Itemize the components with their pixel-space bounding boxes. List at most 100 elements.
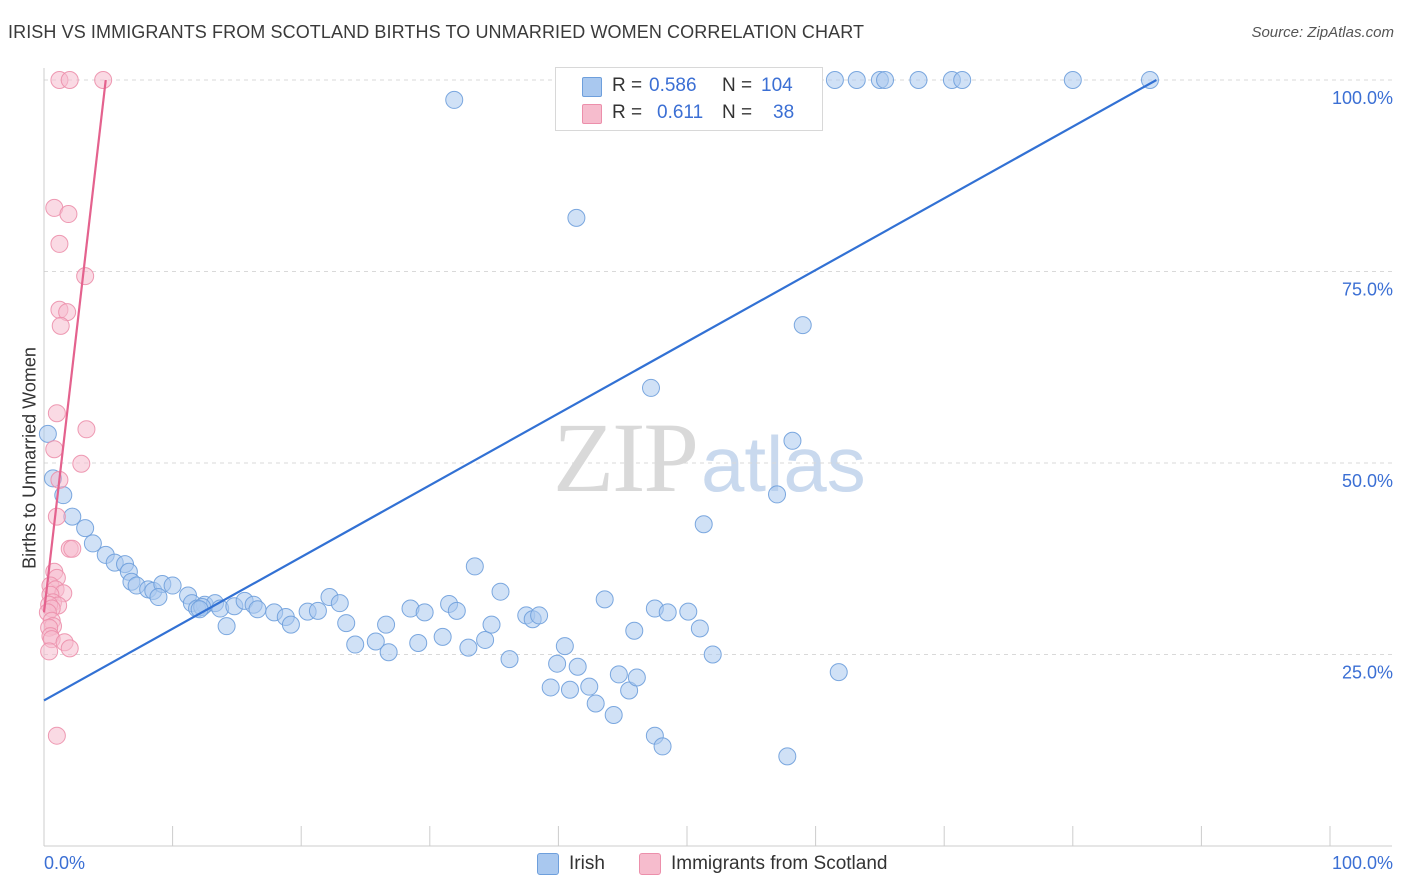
data-point-irish [409, 634, 428, 653]
data-point-irish [149, 588, 168, 607]
bottom-legend-swatch-irish [537, 853, 559, 875]
series-scotland [38, 71, 113, 745]
data-point-irish [703, 645, 722, 664]
data-point-irish [346, 635, 365, 654]
data-point-scotland [72, 454, 91, 473]
data-point-irish [658, 603, 677, 622]
legend-r-value: 0.586 [649, 75, 697, 96]
data-point-irish [248, 600, 267, 619]
data-point-irish [541, 678, 560, 697]
data-point-scotland [76, 267, 95, 286]
data-point-irish [679, 602, 698, 621]
data-point-irish [308, 601, 327, 620]
y-axis-label: Births to Unmarried Women [19, 347, 40, 569]
data-point-irish [609, 665, 628, 684]
trend-line-irish [43, 79, 1157, 702]
chart-title: IRISH VS IMMIGRANTS FROM SCOTLAND BIRTHS… [8, 22, 865, 42]
data-point-irish [586, 694, 605, 713]
data-point-irish [560, 680, 579, 699]
data-point-irish [530, 606, 549, 625]
zipatlas-watermark: ZIPatlas [553, 400, 866, 515]
watermark-zip: ZIP [553, 402, 699, 513]
data-point-irish [567, 208, 586, 227]
data-point-scotland [77, 420, 96, 439]
data-point-irish [491, 582, 510, 601]
data-point-irish [876, 71, 895, 89]
data-point-scotland [63, 539, 82, 558]
data-point-irish [847, 71, 866, 89]
data-point-scotland [47, 726, 66, 745]
data-point-irish [500, 650, 519, 669]
bottom-legend-swatch-scotland [639, 853, 661, 875]
data-point-irish [337, 614, 356, 633]
data-point-irish [38, 424, 57, 443]
data-point-irish [555, 637, 574, 656]
trend-line-scotland [42, 79, 107, 613]
data-point-irish [653, 737, 672, 756]
y-tick-label: 50.0% [1342, 471, 1393, 491]
x-tick-label-max: 100.0% [1332, 853, 1393, 873]
data-point-scotland [94, 71, 113, 89]
legend-n-label: N = [722, 75, 753, 96]
data-point-scotland [60, 71, 79, 89]
legend-r-value: 0.611 [657, 102, 704, 123]
legend-n-value: 38 [773, 102, 795, 123]
data-point-irish [83, 534, 102, 553]
legend-n-label: N = [722, 102, 753, 123]
data-point-irish [1140, 71, 1159, 89]
data-point-scotland [59, 205, 78, 224]
axes [43, 68, 1392, 847]
data-point-irish [641, 378, 660, 397]
data-point-irish [604, 706, 623, 725]
data-point-irish [825, 71, 844, 89]
data-point-irish [433, 627, 452, 646]
data-point-irish [76, 519, 95, 538]
data-point-irish [768, 485, 787, 504]
data-point-irish [568, 657, 587, 676]
data-point-irish [953, 71, 972, 89]
legend-r-label: R = [612, 75, 643, 96]
data-point-scotland [40, 642, 59, 661]
data-point-irish [447, 601, 466, 620]
data-point-scotland [51, 316, 70, 335]
data-point-irish [482, 615, 501, 634]
data-point-irish [694, 515, 713, 534]
source-credit: Source: ZipAtlas.com [1251, 24, 1394, 41]
data-point-irish [778, 747, 797, 766]
bottom-legend-label-irish: Irish [569, 853, 605, 874]
data-point-irish [281, 615, 300, 634]
data-point-irish [627, 668, 646, 687]
legend-swatch-irish [582, 77, 602, 97]
tick-labels: 25.0% 50.0% 75.0% 100.0% 0.0% 100.0% [44, 88, 1393, 873]
data-point-irish [217, 617, 236, 636]
data-point-irish [580, 677, 599, 696]
data-point-irish [783, 431, 802, 450]
data-point-irish [163, 576, 182, 595]
data-point-irish [465, 557, 484, 576]
data-point-irish [909, 71, 928, 89]
x-tick-label-min: 0.0% [44, 853, 85, 873]
data-point-irish [595, 590, 614, 609]
y-tick-label: 100.0% [1332, 88, 1393, 108]
data-point-irish [377, 615, 396, 634]
gridlines [44, 79, 1392, 655]
series-irish [38, 71, 1159, 766]
data-point-scotland [60, 639, 79, 658]
data-point-irish [330, 594, 349, 613]
data-point-irish [1063, 71, 1082, 89]
data-point-irish [829, 663, 848, 682]
legend-r-label: R = [612, 102, 643, 123]
trend-lines [42, 79, 1157, 702]
data-point-irish [548, 654, 567, 673]
y-tick-label: 25.0% [1342, 663, 1393, 683]
correlation-legend: R = 0.586 N = 104 R = 0.611 N = 38 [555, 67, 823, 131]
data-point-scotland [50, 234, 69, 253]
data-point-irish [366, 632, 385, 651]
data-point-irish [793, 316, 812, 335]
data-point-scotland [47, 404, 66, 423]
legend-swatch-scotland [582, 104, 602, 124]
data-point-irish [445, 90, 464, 109]
data-point-irish [625, 621, 644, 640]
legend-n-value: 104 [761, 75, 793, 96]
